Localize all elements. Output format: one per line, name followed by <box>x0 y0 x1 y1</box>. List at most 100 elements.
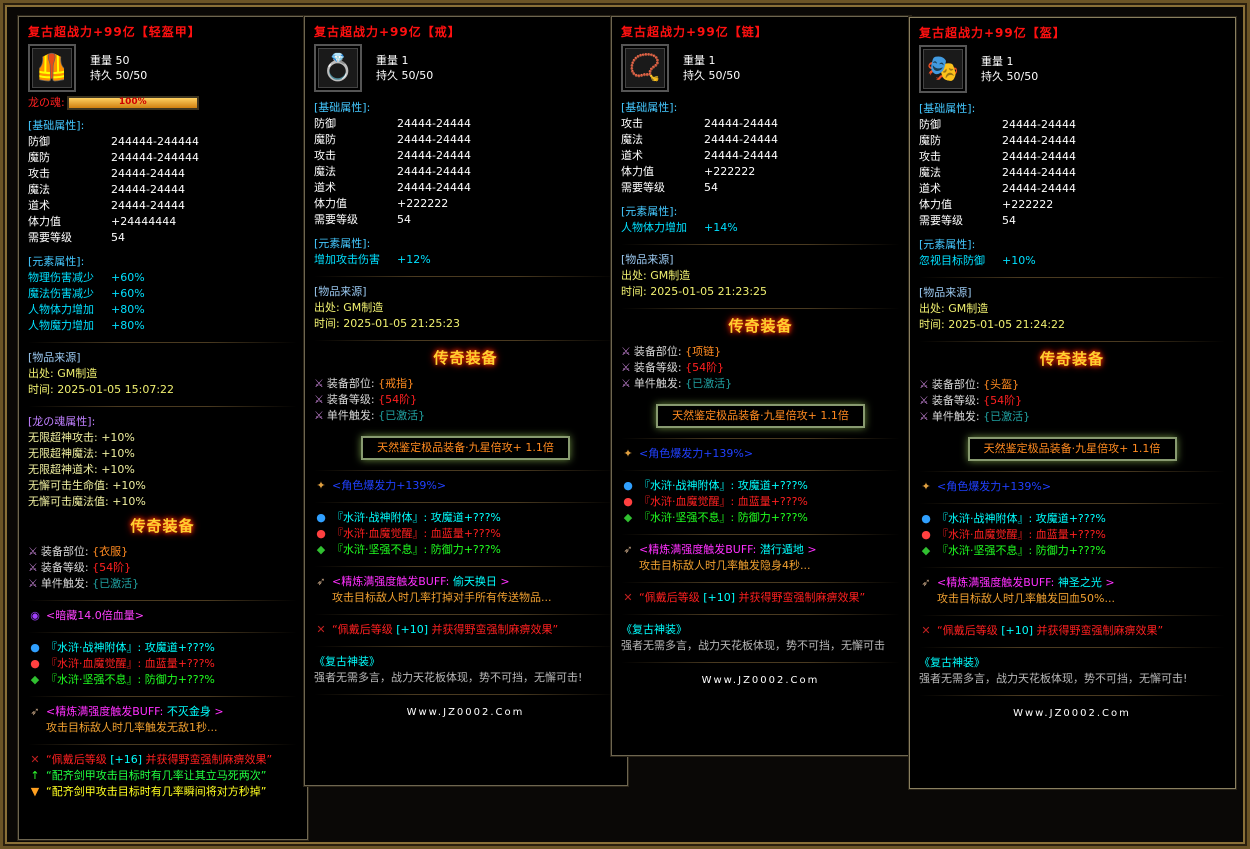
attr-value: 54 <box>704 181 718 194</box>
attr-name: 体力值 <box>28 215 61 228</box>
base-attribute-row: 体力值 +24444444 <box>28 214 297 230</box>
base-attribute-row: 攻击 24444-24444 <box>28 166 297 182</box>
durability-value: 50/50 <box>708 69 741 82</box>
set-title: 《复古神装》 <box>314 655 380 668</box>
base-attribute-row: 魔法 24444-24444 <box>919 165 1225 181</box>
weight-label: 重量 <box>683 54 705 67</box>
attr-name: 魔法 <box>919 166 941 179</box>
source-header: [物品来源] <box>621 253 674 266</box>
divider <box>621 470 900 471</box>
water-margin-set-row: ● 『水浒·血魔觉醒』: 血蓝量+???% <box>28 656 297 672</box>
hidden-bonus: <暗藏14.0倍血量> <box>46 609 144 622</box>
refine-suffix: > <box>807 543 817 556</box>
element-attribute-row: 人物体力增加 +14% <box>621 220 900 236</box>
refine-suffix: > <box>214 705 224 718</box>
wear-suffix: 并获得野蛮强制麻痹效果” <box>1036 624 1164 637</box>
set-description: 强者无需多言，战力天花板体现，势不可挡，无懈可击! <box>919 672 1188 685</box>
attr-value: 244444-244444 <box>111 151 199 164</box>
divider <box>28 406 297 407</box>
website-watermark: Www.JZ0002.Com <box>406 707 525 718</box>
water-margin-set-row: ◆ 『水浒·坚强不息』: 防御力+???% <box>314 542 617 558</box>
attr-value: +80% <box>111 319 145 332</box>
weight-value: 50 <box>115 54 130 67</box>
necklace-icon[interactable]: 📿 <box>621 44 669 92</box>
divider <box>314 694 617 695</box>
equip-value: {54阶} <box>685 361 725 374</box>
item-tooltip-helmet: 复古超战力+99亿【盔】 🎭 重量 1 持久 50/50 [基础属性]: 防御 24444-… <box>909 17 1236 789</box>
attr-name: 道术 <box>919 182 941 195</box>
equip-label: 装备等级: <box>326 393 375 406</box>
wear-level: [+16] <box>110 753 142 766</box>
dragon-soul-attributes-header: [龙の魂属性]: <box>28 415 96 428</box>
blue-orb-icon: ● <box>30 641 40 654</box>
attr-value: 24444-24444 <box>397 165 471 178</box>
helmet-icon[interactable]: 🎭 <box>919 45 967 93</box>
element-attribute-row: 人物体力增加 +80% <box>28 302 297 318</box>
attr-value: 54 <box>397 213 411 226</box>
equip-label: 装备部位: <box>40 545 89 558</box>
set-bonus-text: 『水浒·坚强不息』: 防御力+???% <box>639 511 808 524</box>
divider <box>314 502 617 503</box>
legendary-equipment-badge: 传奇装备 <box>130 517 195 535</box>
attr-name: 需要等级 <box>314 213 358 226</box>
equip-label: 装备部位: <box>931 378 980 391</box>
red-orb-icon: ● <box>316 527 326 540</box>
set-bonus-text: 『水浒·血魔觉醒』: 血蓝量+???% <box>937 528 1106 541</box>
element-attribute-row: 物理伤害减少 +60% <box>28 270 297 286</box>
set-bonus-text: 『水浒·坚强不息』: 防御力+???% <box>332 543 501 556</box>
base-attributes-header: [基础属性]: <box>28 119 85 132</box>
crossed-swords-icon: ⚔ <box>919 378 929 391</box>
weight-value: 1 <box>1006 55 1014 68</box>
origin-label: 出处: <box>621 269 647 282</box>
green-gem-icon: ◆ <box>30 673 40 686</box>
attr-name: 攻击 <box>28 167 50 180</box>
equip-label: 装备等级: <box>40 561 89 574</box>
time-label: 时间: <box>314 317 340 330</box>
divider <box>919 647 1225 648</box>
wing-icon: ➶ <box>623 543 633 556</box>
legendary-equipment-badge: 传奇装备 <box>1039 350 1104 368</box>
attr-value: 24444-24444 <box>397 133 471 146</box>
attr-value: 24444-24444 <box>1002 134 1076 147</box>
divider <box>919 615 1225 616</box>
equip-value: {头盔} <box>983 378 1020 391</box>
refine-suffix: > <box>1105 576 1115 589</box>
dragon-soul-attribute: 无限超神魔法: +10% <box>28 447 135 460</box>
element-attributes-header: [元素属性]: <box>314 237 371 250</box>
divider <box>314 470 617 471</box>
base-attribute-row: 道术 24444-24444 <box>919 181 1225 197</box>
base-attribute-row: 道术 24444-24444 <box>314 180 617 196</box>
attr-value: 24444-24444 <box>704 117 778 130</box>
durability-label: 持久 <box>683 69 705 82</box>
time-label: 时间: <box>919 318 945 331</box>
set-title: 《复古神装》 <box>919 656 985 669</box>
item-title: 复古超战力+99亿【轻盔甲】 <box>28 25 201 39</box>
purple-swirl-icon: ◉ <box>30 609 40 622</box>
attr-value: +24444444 <box>111 215 177 228</box>
attr-name: 体力值 <box>621 165 654 178</box>
equip-label: 单件触发: <box>40 577 89 590</box>
item-tooltip-ring: 复古超战力+99亿【戒】 💍 重量 1 持久 50/50 [基础属性]: 防御 24444-… <box>304 16 628 786</box>
refine-suffix: > <box>500 575 510 588</box>
base-attribute-row: 魔防 244444-244444 <box>28 150 297 166</box>
source-header: [物品来源] <box>28 351 81 364</box>
attr-name: 体力值 <box>919 198 952 211</box>
refine-description: 攻击目标敌人时几率触发无敌1秒... <box>46 721 218 734</box>
item-tooltip-armor: 复古超战力+99亿【轻盔甲】 🦺 重量 50 持久 50/50 龙の魂: 100% [基础属… <box>18 16 308 840</box>
divider <box>28 632 297 633</box>
armor-icon[interactable]: 🦺 <box>28 44 76 92</box>
ring-icon[interactable]: 💍 <box>314 44 362 92</box>
base-attribute-row: 道术 24444-24444 <box>621 148 900 164</box>
time-value: 2025-01-05 21:23:25 <box>650 285 768 298</box>
attr-value: 24444-24444 <box>111 167 185 180</box>
base-attributes-header: [基础属性]: <box>314 101 371 114</box>
divider <box>919 341 1225 342</box>
attr-value: 24444-24444 <box>1002 118 1076 131</box>
attr-value: 54 <box>111 231 125 244</box>
legendary-equipment-badge: 传奇装备 <box>728 317 793 335</box>
time-label: 时间: <box>28 383 54 396</box>
divider <box>919 471 1225 472</box>
attr-value: +60% <box>111 271 145 284</box>
water-margin-set-row: ● 『水浒·血魔觉醒』: 血蓝量+???% <box>314 526 617 542</box>
